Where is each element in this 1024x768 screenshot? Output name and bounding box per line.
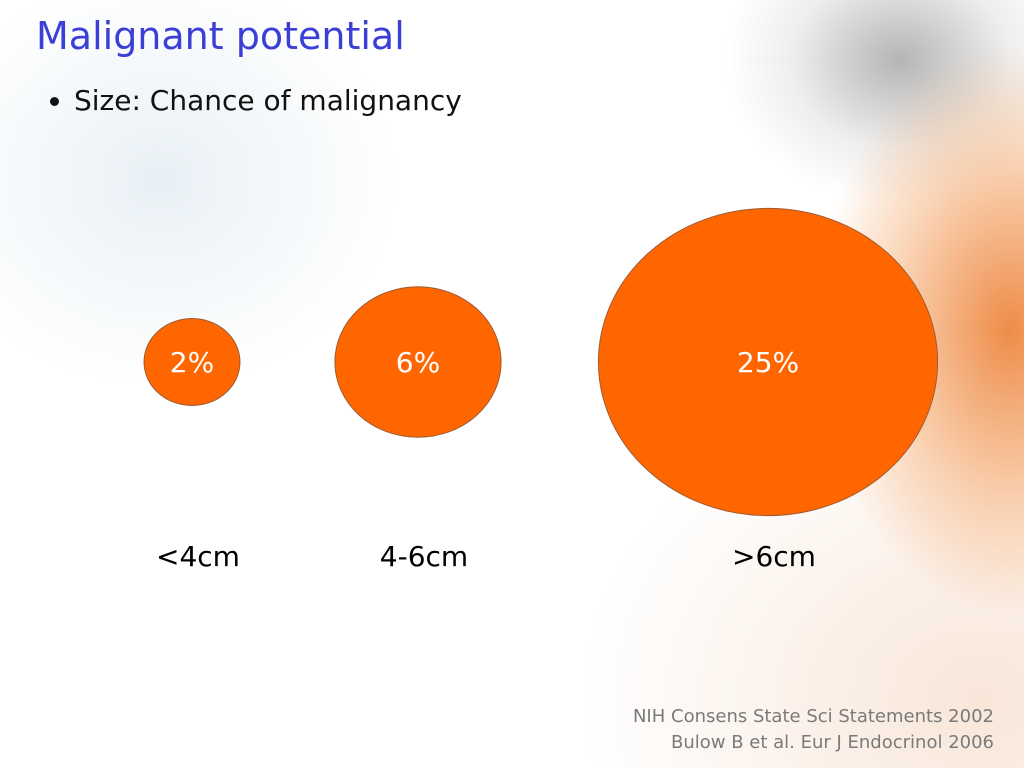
category-label: 4-6cm [380,540,468,573]
source: NIH Consens State Sci Statements 2002 [632,706,994,727]
bubble [143,318,241,406]
category-label: >6cm [732,540,816,573]
sources: NIH Consens State Sci Statements 2002 Bu… [633,704,994,756]
category-label: <4cm [156,540,240,573]
bullet-list: Size: Chance of malignancy [34,84,462,117]
bubble [334,286,502,438]
slide-title: Malignant potential [36,14,405,58]
bubble [597,207,939,517]
source: Bulow B et al. Eur J Endocrinol 2006 [670,732,994,753]
value-label: 6% [396,346,440,379]
value-label: 25% [737,346,799,379]
bullet-item: Size: Chance of malignancy [74,84,462,117]
value-label: 2% [170,346,214,379]
